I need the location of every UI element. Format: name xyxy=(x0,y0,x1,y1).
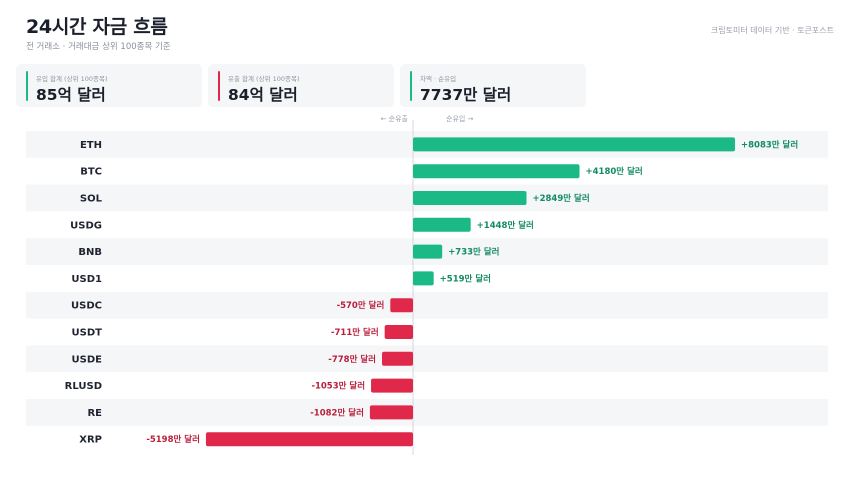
category-label: SOL xyxy=(80,194,103,205)
page-title: 24시간 자금 흐름 xyxy=(26,16,168,38)
page-subtitle: 전 거래소 · 거래대금 상위 100종목 기준 xyxy=(26,42,171,52)
stat-card-inflow: 유입 합계 (상위 100종목) 85억 달러 xyxy=(16,64,202,107)
row-band xyxy=(26,291,828,319)
inflow-bar xyxy=(413,191,527,205)
category-label: USDG xyxy=(70,220,102,231)
value-label: +8083만 달러 xyxy=(741,139,798,150)
outflow-bar xyxy=(369,405,413,420)
category-label: ETH xyxy=(80,140,102,151)
category-label: RE xyxy=(87,408,102,419)
outflow-direction-label: ← 순유출 xyxy=(380,115,408,123)
row-band xyxy=(26,345,828,373)
stat-card-outflow: 유출 합계 (상위 100종목) 84억 달러 xyxy=(208,64,394,107)
category-label: USDC xyxy=(71,301,102,312)
row-band xyxy=(26,399,828,426)
stat-label: 차액 · 순유입 xyxy=(420,75,457,83)
stat-card-net: 차액 · 순유입 7737만 달러 xyxy=(400,64,586,107)
value-label: +733만 달러 xyxy=(448,247,499,258)
inflow-bar xyxy=(413,244,443,259)
net-accent xyxy=(410,71,412,101)
value-label: -711만 달러 xyxy=(331,327,379,338)
inflow-bar xyxy=(413,137,735,152)
inflow-bar xyxy=(413,217,471,232)
category-label: BTC xyxy=(80,167,102,178)
source-credit: 크립토미터 데이터 기반 · 토큰포스트 xyxy=(710,26,834,35)
value-label: -1082만 달러 xyxy=(310,407,364,418)
stat-value: 84억 달러 xyxy=(228,86,298,104)
summary-stats: 유입 합계 (상위 100종목) 85억 달러 유출 합계 (상위 100종목)… xyxy=(16,64,586,107)
value-label: +1448만 달러 xyxy=(477,220,534,231)
value-label: +2849만 달러 xyxy=(532,193,589,204)
category-label: USDE xyxy=(72,354,103,365)
value-label: -5198만 달러 xyxy=(146,434,200,445)
outflow-bar xyxy=(382,351,413,366)
value-label: -778만 달러 xyxy=(328,354,376,365)
inflow-bar xyxy=(413,164,580,179)
outflow-bar xyxy=(371,378,413,393)
stat-value: 7737만 달러 xyxy=(420,86,512,104)
inflow-accent xyxy=(26,71,28,101)
value-label: -1053만 달러 xyxy=(311,381,365,392)
stat-label: 유출 합계 (상위 100종목) xyxy=(228,75,300,83)
outflow-bar xyxy=(205,432,413,447)
category-label: RLUSD xyxy=(65,381,102,392)
value-label: +519만 달러 xyxy=(440,273,491,284)
inflow-bar xyxy=(413,271,434,286)
inflow-direction-label: 순유입 → xyxy=(446,115,474,123)
value-label: -570만 달러 xyxy=(337,300,385,311)
category-label: XRP xyxy=(79,435,102,446)
category-label: BNB xyxy=(78,247,102,258)
category-label: USD1 xyxy=(71,274,102,285)
stat-value: 85억 달러 xyxy=(36,86,106,104)
value-label: +4180만 달러 xyxy=(586,166,643,177)
outflow-bar xyxy=(384,325,413,339)
outflow-accent xyxy=(218,71,220,101)
stat-label: 유입 합계 (상위 100종목) xyxy=(36,75,108,83)
category-label: USDT xyxy=(72,328,103,339)
outflow-bar xyxy=(390,298,413,313)
